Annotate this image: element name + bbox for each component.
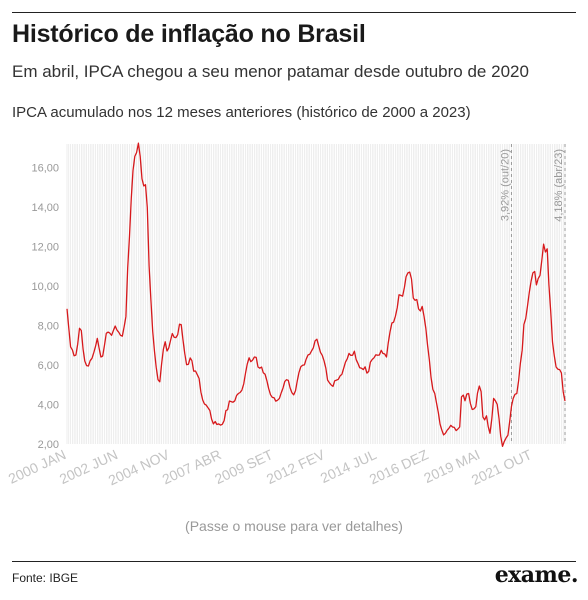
hover-hint: (Passe o mouse para ver detalhes) [185,518,403,534]
y-tick-label: 12,00 [31,242,59,254]
x-tick-label: 2012 FEV [264,446,328,487]
x-tick-label: 2000 JAN [6,446,68,486]
exame-logo: exame. [494,562,579,588]
y-tick-label: 4,00 [38,400,59,412]
y-tick-label: 8,00 [38,321,59,333]
ipca-line-chart[interactable]: 2,00 4,00 6,00 8,00 10,00 12,00 14,00 16,00 3,92… [0,130,588,510]
y-tick-label: 16,00 [31,163,59,175]
page-subtitle: Em abril, IPCA chegou a seu menor patama… [12,62,529,81]
bottom-rule [12,561,576,562]
x-tick-label: 2016 DEZ [367,446,431,487]
ipca-series-line [66,142,566,448]
annotation-label: 3,92% (out/20) [499,149,511,221]
y-tick-label: 6,00 [38,360,59,372]
source-note: Fonte: IBGE [12,571,79,585]
annotation-label: 4,18% (abr/23) [553,149,565,222]
x-tick-label: 2021 OUT [469,446,535,488]
y-tick-label: 2,00 [38,439,59,451]
top-rule [12,12,576,13]
page-title: Histórico de inflação no Brasil [12,20,366,48]
x-tick-label: 2007 ABR [160,446,224,487]
y-tick-label: 10,00 [31,281,59,293]
y-tick-label: 14,00 [31,202,59,214]
x-tick-label: 2009 SET [212,446,276,487]
chart-label: IPCA acumulado nos 12 meses anteriores (… [12,104,471,121]
